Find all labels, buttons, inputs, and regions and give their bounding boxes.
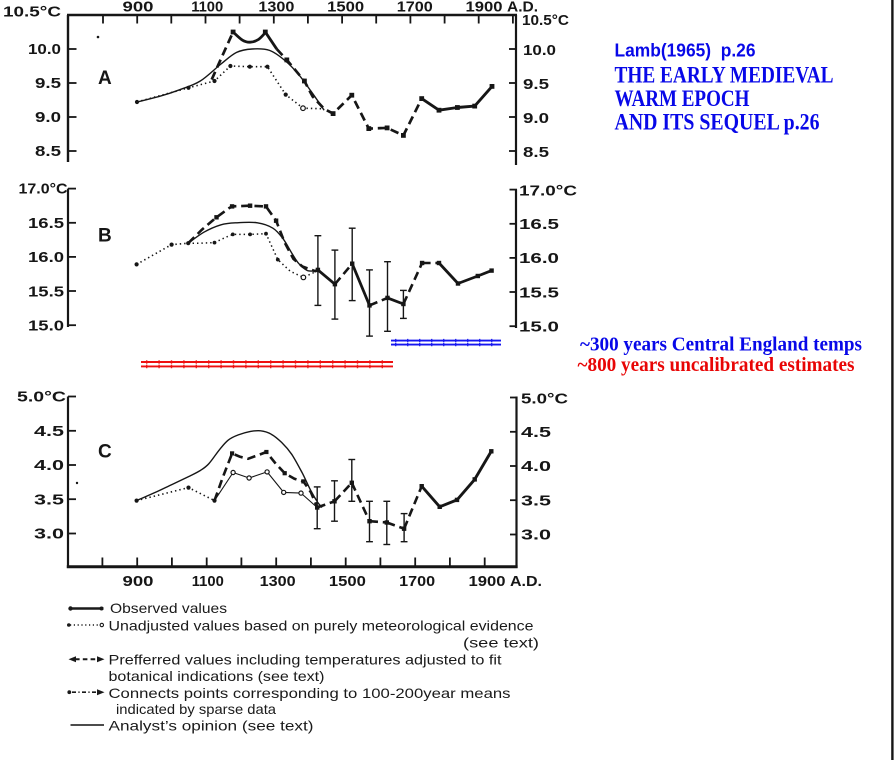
svg-text:indicated by sparse data: indicated by sparse data bbox=[116, 701, 276, 717]
svg-text:16.5: 16.5 bbox=[519, 217, 559, 233]
svg-text:1700: 1700 bbox=[399, 573, 435, 590]
svg-text:17.0°C: 17.0°C bbox=[19, 181, 68, 198]
svg-text:1300: 1300 bbox=[258, 0, 294, 16]
svg-text:Lamb(1965) p.26: Lamb(1965) p.26 bbox=[615, 40, 756, 61]
svg-text:Analyst’s opinion (see text): Analyst’s opinion (see text) bbox=[109, 717, 314, 733]
svg-text:16.0: 16.0 bbox=[28, 250, 64, 266]
svg-text:8.5: 8.5 bbox=[35, 144, 61, 160]
svg-text:4.0: 4.0 bbox=[34, 458, 64, 474]
svg-text:1900: 1900 bbox=[466, 0, 503, 16]
svg-text:A.D.: A.D. bbox=[507, 0, 538, 16]
svg-text:4.5: 4.5 bbox=[521, 425, 551, 441]
svg-text:1500: 1500 bbox=[327, 0, 364, 16]
svg-text:WARM EPOCH: WARM EPOCH bbox=[615, 86, 750, 111]
svg-text:1500: 1500 bbox=[329, 573, 366, 590]
svg-text:Observed values: Observed values bbox=[110, 600, 227, 616]
svg-text:15.0: 15.0 bbox=[519, 319, 559, 335]
svg-text:A.D.: A.D. bbox=[510, 573, 542, 590]
svg-text:AND ITS SEQUEL p.26: AND ITS SEQUEL p.26 bbox=[615, 110, 820, 135]
svg-text:15.5: 15.5 bbox=[28, 284, 64, 300]
svg-text:900: 900 bbox=[123, 573, 154, 590]
svg-text:10.5°C: 10.5°C bbox=[522, 13, 570, 29]
svg-text:9.0: 9.0 bbox=[523, 111, 549, 127]
svg-text:THE EARLY MEDIEVAL: THE EARLY MEDIEVAL bbox=[615, 63, 834, 88]
svg-text:9.5: 9.5 bbox=[35, 76, 61, 92]
svg-text:~800 years uncalibrated estima: ~800 years uncalibrated estimates bbox=[578, 354, 855, 376]
svg-text:Prefferred values including te: Prefferred values including temperatures… bbox=[109, 652, 502, 668]
svg-text:3.5: 3.5 bbox=[34, 492, 64, 508]
svg-text:3.5: 3.5 bbox=[521, 493, 551, 509]
svg-text:9.0: 9.0 bbox=[35, 110, 61, 126]
svg-text:(see text): (see text) bbox=[463, 634, 539, 650]
svg-text:15.0: 15.0 bbox=[28, 318, 64, 334]
svg-text:4.0: 4.0 bbox=[521, 459, 551, 475]
svg-text:1300: 1300 bbox=[260, 573, 296, 590]
svg-text:10.0: 10.0 bbox=[523, 43, 556, 59]
svg-text:3.0: 3.0 bbox=[521, 528, 551, 544]
svg-text:~300 years Central England tem: ~300 years Central England temps bbox=[580, 334, 862, 356]
svg-text:3.0: 3.0 bbox=[34, 527, 64, 543]
svg-text:900: 900 bbox=[123, 0, 154, 16]
svg-text:8.5: 8.5 bbox=[523, 145, 549, 161]
svg-text:4.5: 4.5 bbox=[34, 424, 64, 440]
svg-text:1700: 1700 bbox=[397, 0, 433, 16]
svg-text:5.0°C: 5.0°C bbox=[521, 392, 569, 408]
svg-text:16.5: 16.5 bbox=[28, 216, 64, 232]
svg-text:9.5: 9.5 bbox=[523, 77, 549, 93]
svg-text:17.0°C: 17.0°C bbox=[519, 184, 578, 200]
svg-text:5.0°C: 5.0°C bbox=[17, 389, 66, 406]
svg-text:Connects points corresponding: Connects points corresponding to 100-200… bbox=[109, 685, 511, 701]
svg-text:1100: 1100 bbox=[192, 573, 224, 590]
svg-text:A: A bbox=[98, 68, 112, 89]
svg-text:1100: 1100 bbox=[191, 0, 223, 16]
svg-text:B: B bbox=[98, 226, 112, 247]
svg-text:botanical indications (see tex: botanical indications (see text) bbox=[109, 668, 325, 684]
svg-text:15.5: 15.5 bbox=[519, 285, 559, 301]
svg-text:10.0: 10.0 bbox=[28, 42, 61, 58]
svg-text:C: C bbox=[98, 442, 112, 463]
svg-text:1900: 1900 bbox=[469, 573, 506, 590]
svg-text:10.5°C: 10.5°C bbox=[3, 5, 62, 21]
svg-text:16.0: 16.0 bbox=[519, 251, 559, 267]
svg-text:Unadjusted values based on pur: Unadjusted values based on purely meteor… bbox=[109, 617, 534, 633]
